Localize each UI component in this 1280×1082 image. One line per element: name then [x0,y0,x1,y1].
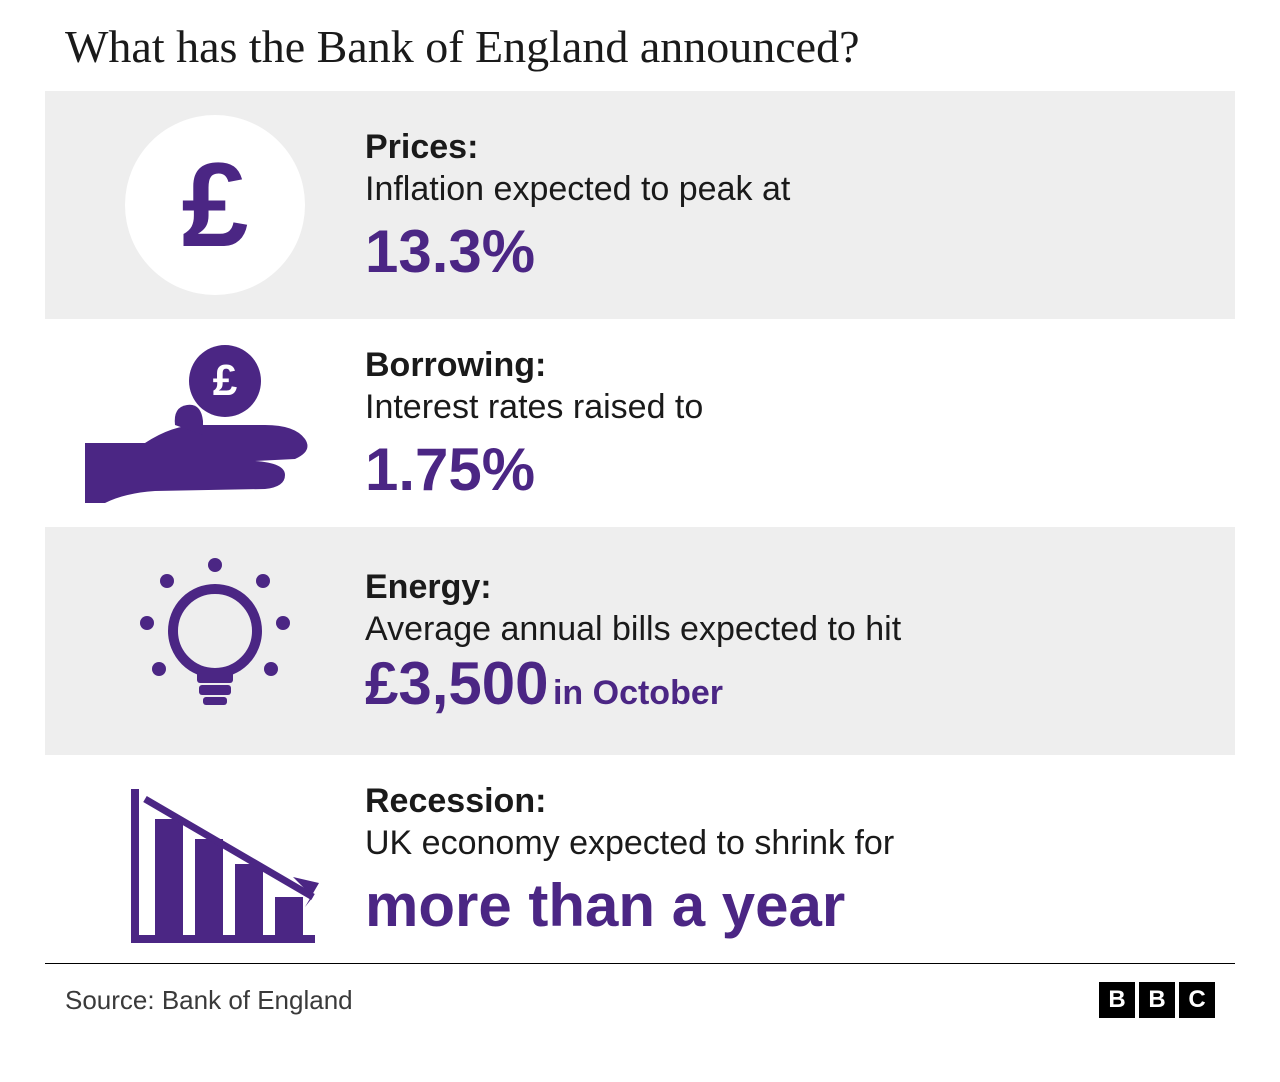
info-row-energy: Energy: Average annual bills expected to… [45,527,1235,755]
pound-glyph: £ [182,145,249,265]
info-row-borrowing: £ Borrowing: Interest rates raised to 1.… [45,319,1235,527]
bbc-logo-b2: B [1139,982,1175,1018]
icon-cell: £ [65,115,365,295]
text-cell: Borrowing: Interest rates raised to 1.75… [365,344,1215,503]
row-label: Borrowing: [365,346,546,384]
hand-coin-icon: £ [85,343,345,503]
recession-chart-icon [115,779,315,939]
info-row-recession: Recession: UK economy expected to shrink… [45,755,1235,963]
row-desc: Inflation expected to peak at [365,168,1215,211]
row-big-value: 13.3% [365,219,1215,285]
bbc-logo: B B C [1099,982,1215,1018]
info-row-prices: £ Prices: Inflation expected to peak at … [45,91,1235,319]
footer: Source: Bank of England B B C [45,963,1235,1042]
icon-cell [65,551,365,731]
svg-text:£: £ [213,356,238,405]
pound-circle-icon: £ [125,115,305,295]
icon-cell [65,779,365,939]
row-desc: UK economy expected to shrink for [365,822,1215,865]
text-cell: Prices: Inflation expected to peak at 13… [365,126,1215,285]
row-label: Prices: [365,128,478,166]
row-desc: Average annual bills expected to hit [365,608,1215,651]
bbc-logo-b1: B [1099,982,1135,1018]
row-big-value: £3,500 [365,650,549,717]
icon-cell: £ [65,343,365,503]
lightbulb-icon [125,551,305,731]
row-label: Energy: [365,568,492,606]
row-label: Recession: [365,782,546,820]
row-suffix: in October [553,674,723,712]
text-cell: Recession: UK economy expected to shrink… [365,780,1215,939]
source-text: Source: Bank of England [65,985,353,1016]
infographic-container: What has the Bank of England announced? … [45,0,1235,1042]
row-big-value: more than a year [365,873,1215,939]
row-desc: Interest rates raised to [365,386,1215,429]
text-cell: Energy: Average annual bills expected to… [365,566,1215,717]
bbc-logo-c: C [1179,982,1215,1018]
infographic-title: What has the Bank of England announced? [45,20,1235,91]
row-big-value: 1.75% [365,437,1215,503]
